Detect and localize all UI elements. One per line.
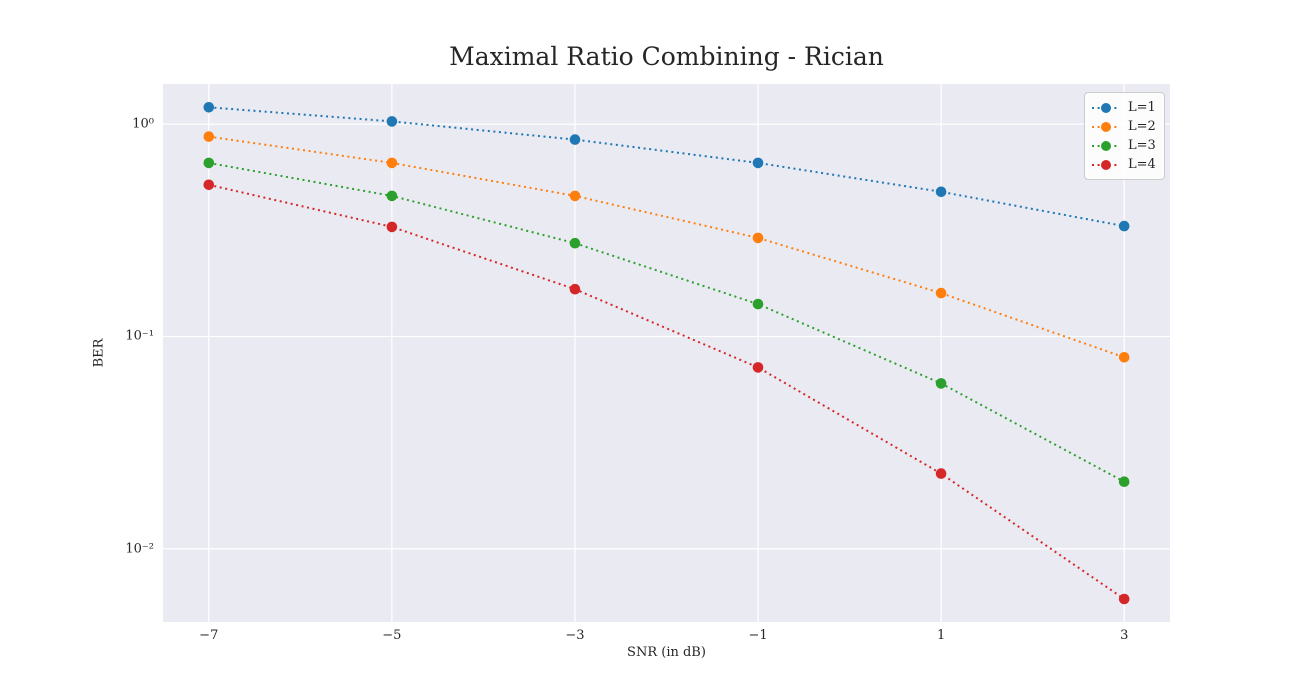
y-axis-label: BER (91, 338, 107, 368)
y-axis-tick-label: 10⁻² (125, 541, 154, 557)
legend-label: L=1 (1128, 100, 1156, 115)
legend-entry: L=1 (1091, 98, 1164, 117)
x-axis-tick-label: −5 (382, 628, 402, 643)
legend-label: L=4 (1128, 157, 1156, 172)
legend-label: L=3 (1128, 138, 1156, 153)
chart-title: Maximal Ratio Combining - Rician (449, 42, 884, 71)
legend-line-marker-icon (1092, 140, 1120, 151)
legend-entry: L=2 (1091, 117, 1164, 136)
legend-line-marker-icon (1092, 121, 1120, 132)
legend-line-marker-icon (1092, 102, 1120, 113)
y-axis-tick-label: 10⁰ (132, 116, 154, 132)
legend-entry: L=4 (1091, 155, 1164, 174)
x-axis-label: SNR (in dB) (627, 645, 706, 660)
legend-entry: L=3 (1091, 136, 1164, 155)
y-axis-tick-label: 10⁻¹ (125, 328, 154, 344)
legend-label: L=2 (1128, 119, 1156, 134)
x-axis-tick-label: −1 (748, 628, 768, 643)
legend: L=1 L=2 L=3 L=4 (1084, 92, 1165, 180)
x-axis-tick-label: −3 (565, 628, 585, 643)
x-axis-tick-label: 3 (1120, 628, 1129, 643)
x-axis-tick-label: 1 (936, 628, 946, 643)
legend-line-marker-icon (1092, 159, 1120, 170)
x-axis-tick-label: −7 (199, 628, 219, 643)
